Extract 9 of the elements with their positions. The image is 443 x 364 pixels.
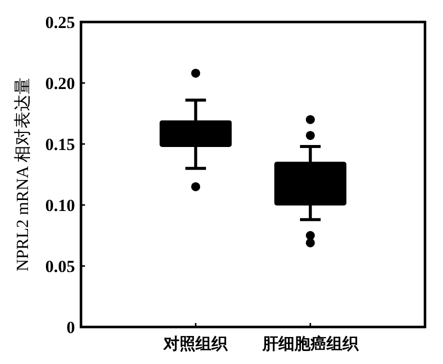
y-tick-label: 0 [66, 318, 75, 337]
y-tick-label: 0.05 [45, 257, 75, 276]
y-tick-label: 0.20 [45, 74, 75, 93]
y-axis-title: NPRL2 mRNA 相对表达量 [13, 78, 32, 272]
x-tick-label: 肝细胞癌组织 [261, 335, 360, 353]
y-tick-label: 0.10 [45, 196, 75, 215]
y-tick-label: 0.15 [45, 135, 75, 154]
x-tick-label: 对照组织 [162, 335, 229, 353]
y-tick-label: 0.25 [45, 13, 75, 32]
